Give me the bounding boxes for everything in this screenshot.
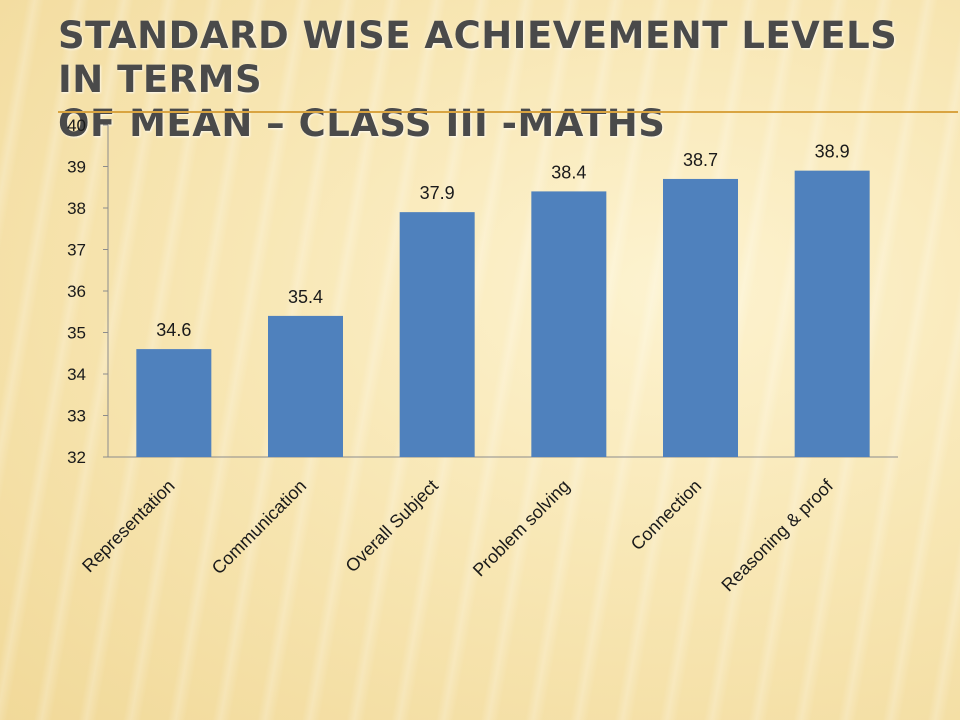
y-tick-label: 37 bbox=[67, 241, 86, 260]
y-tick-label: 36 bbox=[67, 282, 86, 301]
x-category-label: Reasoning & proof bbox=[717, 475, 837, 595]
y-tick-label: 38 bbox=[67, 199, 86, 218]
bar bbox=[136, 349, 212, 457]
y-tick-label: 40 bbox=[67, 116, 86, 135]
y-tick-label: 33 bbox=[67, 407, 86, 426]
bar bbox=[794, 170, 870, 457]
bar bbox=[663, 178, 738, 457]
y-tick-label: 39 bbox=[67, 158, 86, 177]
x-category-label: Problem solving bbox=[469, 476, 574, 581]
x-category-label: Connection bbox=[627, 476, 706, 555]
slide-title: STANDARD WISE ACHIEVEMENT LEVELS IN TERM… bbox=[58, 14, 938, 146]
title-underline bbox=[58, 111, 958, 113]
y-tick-label: 34 bbox=[67, 365, 86, 384]
slide-title-line-2: OF MEAN – CLASS III -MATHS bbox=[58, 102, 666, 145]
bar-value-label: 38.4 bbox=[551, 162, 586, 182]
bar-value-label: 35.4 bbox=[288, 287, 323, 307]
y-tick-label: 35 bbox=[67, 324, 86, 343]
bar-value-label: 37.9 bbox=[420, 183, 455, 203]
bar bbox=[268, 315, 343, 457]
bar-value-label: 38.7 bbox=[683, 150, 718, 170]
bar bbox=[399, 212, 475, 457]
y-tick-label: 32 bbox=[67, 448, 86, 467]
bar-value-label: 38.9 bbox=[815, 142, 850, 162]
slide-title-line-1: STANDARD WISE ACHIEVEMENT LEVELS IN TERM… bbox=[58, 14, 898, 101]
x-category-label: Overall Subject bbox=[342, 476, 442, 576]
x-category-label: Representation bbox=[78, 476, 178, 576]
x-category-label: Communication bbox=[208, 476, 311, 579]
bar-value-label: 34.6 bbox=[156, 320, 191, 340]
bar bbox=[531, 191, 607, 457]
